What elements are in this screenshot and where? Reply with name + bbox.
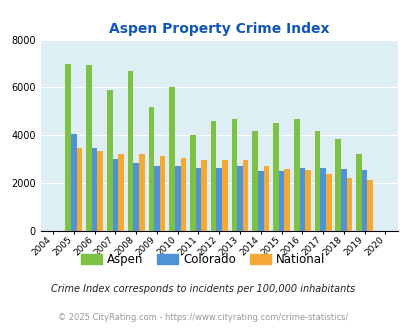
Bar [299, 168, 305, 231]
Bar [355, 154, 361, 231]
Bar [195, 168, 201, 231]
Bar [237, 166, 242, 231]
Bar [335, 139, 340, 231]
Bar [139, 154, 144, 231]
Bar [314, 130, 320, 231]
Bar [346, 178, 352, 231]
Bar [367, 180, 372, 231]
Bar [361, 170, 367, 231]
Bar [201, 160, 207, 231]
Bar [118, 154, 124, 231]
Bar [169, 87, 175, 231]
Bar [293, 118, 299, 231]
Bar [148, 107, 154, 231]
Bar [112, 159, 118, 231]
Bar [222, 160, 227, 231]
Text: © 2025 CityRating.com - https://www.cityrating.com/crime-statistics/: © 2025 CityRating.com - https://www.city… [58, 313, 347, 322]
Bar [325, 174, 331, 231]
Bar [190, 135, 195, 231]
Bar [71, 134, 77, 231]
Bar [92, 148, 97, 231]
Bar [273, 123, 278, 231]
Bar [77, 148, 82, 231]
Bar [97, 151, 103, 231]
Bar [210, 121, 216, 231]
Bar [284, 169, 289, 231]
Bar [133, 163, 139, 231]
Bar [86, 65, 92, 231]
Bar [175, 166, 180, 231]
Bar [340, 169, 346, 231]
Bar [216, 168, 222, 231]
Bar [263, 166, 269, 231]
Bar [159, 156, 165, 231]
Bar [65, 63, 71, 231]
Bar [278, 171, 284, 231]
Bar [252, 130, 257, 231]
Title: Aspen Property Crime Index: Aspen Property Crime Index [109, 22, 329, 36]
Legend: Aspen, Colorado, National: Aspen, Colorado, National [76, 248, 329, 271]
Bar [257, 171, 263, 231]
Text: Crime Index corresponds to incidents per 100,000 inhabitants: Crime Index corresponds to incidents per… [51, 284, 354, 294]
Bar [107, 90, 112, 231]
Bar [154, 166, 159, 231]
Bar [128, 71, 133, 231]
Bar [320, 168, 325, 231]
Bar [231, 118, 237, 231]
Bar [180, 158, 185, 231]
Bar [242, 160, 248, 231]
Bar [305, 170, 310, 231]
